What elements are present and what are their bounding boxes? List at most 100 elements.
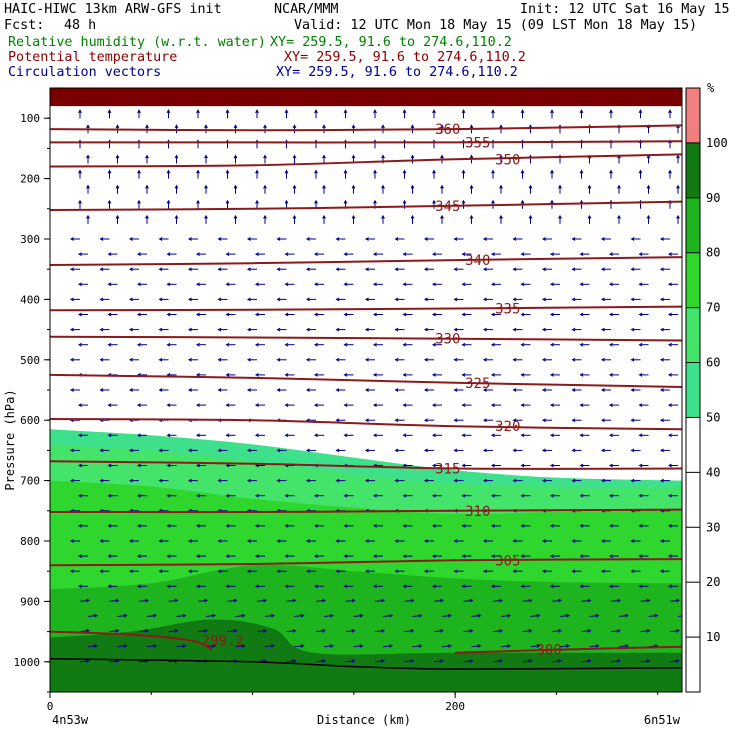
circulation-vector xyxy=(99,478,110,483)
circulation-vector xyxy=(255,169,259,179)
theta-contour-305 xyxy=(50,558,682,567)
circulation-vector xyxy=(284,312,295,317)
theta-label: 320 xyxy=(495,419,520,435)
circulation-vector xyxy=(284,433,295,438)
circulation-vector xyxy=(630,388,641,392)
circulation-vector xyxy=(128,448,139,453)
circulation-vector xyxy=(608,554,619,558)
circulation-vector xyxy=(217,327,228,332)
circulation-vector xyxy=(166,282,177,287)
circulation-vector xyxy=(115,214,120,224)
circulation-vector xyxy=(364,569,375,574)
circulation-vector xyxy=(364,388,375,392)
circulation-vector xyxy=(69,539,80,543)
circulation-vector xyxy=(453,539,464,543)
circulation-vector xyxy=(571,418,582,423)
circulation-vector xyxy=(410,154,415,164)
circulation-vector xyxy=(402,252,413,256)
circulation-vector xyxy=(107,433,118,438)
circulation-vector xyxy=(410,214,415,224)
circulation-vector xyxy=(286,659,297,663)
circulation-vector xyxy=(600,297,611,302)
circulation-vector xyxy=(364,297,375,302)
y-tick-label: 1000 xyxy=(14,656,41,669)
circulation-vector xyxy=(412,644,423,648)
circulation-vector xyxy=(394,388,405,392)
circulation-vector xyxy=(305,388,316,392)
circulation-vector xyxy=(609,169,613,179)
circulation-vector xyxy=(225,493,236,498)
circulation-vector xyxy=(107,252,118,256)
circulation-vector xyxy=(630,418,641,423)
circulation-vector xyxy=(549,584,560,589)
x-axis-label: Distance (km) xyxy=(317,713,411,727)
circulation-vector xyxy=(402,584,413,589)
circulation-vector xyxy=(263,214,267,224)
circulation-vector xyxy=(500,644,512,648)
theta-label: 305 xyxy=(495,553,520,569)
circulation-vector xyxy=(254,584,265,589)
circulation-vector xyxy=(284,169,289,179)
circulation-vector xyxy=(276,478,287,483)
circulation-vector xyxy=(107,403,118,407)
y-axis: 100 200 300 400 500 600 700 800 900 1000 xyxy=(14,112,50,693)
circulation-vector xyxy=(490,463,501,468)
circulation-vector xyxy=(630,448,641,453)
colorbar-frame xyxy=(685,87,701,693)
circulation-vector xyxy=(646,184,651,194)
circulation-vector xyxy=(79,659,91,663)
circulation-vector xyxy=(313,524,324,528)
header-fcst-value: 48 h xyxy=(64,18,97,33)
circulation-vector xyxy=(659,388,670,392)
circulation-vector xyxy=(343,554,354,558)
header-model: HAIC-HIWC 13km ARW-GFS init xyxy=(4,2,222,17)
circulation-vector xyxy=(174,214,179,224)
colorbar-unit: % xyxy=(707,81,715,95)
circulation-vector xyxy=(117,613,128,618)
circulation-vector xyxy=(520,524,531,528)
circulation-vector xyxy=(423,569,434,574)
circulation-vector xyxy=(69,237,80,241)
circulation-vector xyxy=(490,493,501,498)
circulation-vector xyxy=(440,214,444,224)
circulation-vector xyxy=(166,403,177,407)
circulation-vector xyxy=(69,388,80,392)
circulation-vector xyxy=(343,252,354,256)
circulation-vector xyxy=(246,388,257,392)
circulation-vector xyxy=(217,569,228,574)
theta-label: 300 xyxy=(536,643,561,659)
circulation-vector xyxy=(549,252,560,256)
circulation-vector xyxy=(115,154,120,164)
circulation-vector xyxy=(630,478,641,483)
circulation-vector xyxy=(587,184,592,194)
circulation-vector xyxy=(589,613,600,618)
circulation-vector xyxy=(640,628,651,633)
circulation-vector xyxy=(136,403,147,407)
circulation-vector xyxy=(610,598,622,603)
circulation-vector xyxy=(225,463,236,468)
circulation-vector xyxy=(86,154,90,164)
circulation-vector xyxy=(549,373,560,377)
circulation-vector xyxy=(706,156,709,164)
circulation-vector xyxy=(600,237,611,241)
circulation-vector xyxy=(128,478,139,483)
circulation-vector xyxy=(276,539,287,543)
circulation-vector xyxy=(433,628,445,633)
circulation-vector xyxy=(461,169,466,179)
circulation-vector xyxy=(305,448,316,453)
circulation-vector xyxy=(402,554,413,558)
circulation-vector xyxy=(453,418,464,423)
circulation-vector xyxy=(166,493,177,498)
circulation-vector xyxy=(335,297,346,302)
circulation-vector xyxy=(431,252,442,256)
circulation-vector xyxy=(313,342,324,347)
terrain-line xyxy=(50,658,682,670)
circulation-vector xyxy=(608,282,619,287)
circulation-vector xyxy=(343,433,354,438)
circulation-vector xyxy=(166,524,177,528)
circulation-vector xyxy=(225,252,236,256)
circulation-vector xyxy=(195,463,206,468)
circulation-vector xyxy=(461,403,472,407)
header-org: NCAR/MMM xyxy=(274,2,339,17)
circulation-vector xyxy=(549,312,560,317)
